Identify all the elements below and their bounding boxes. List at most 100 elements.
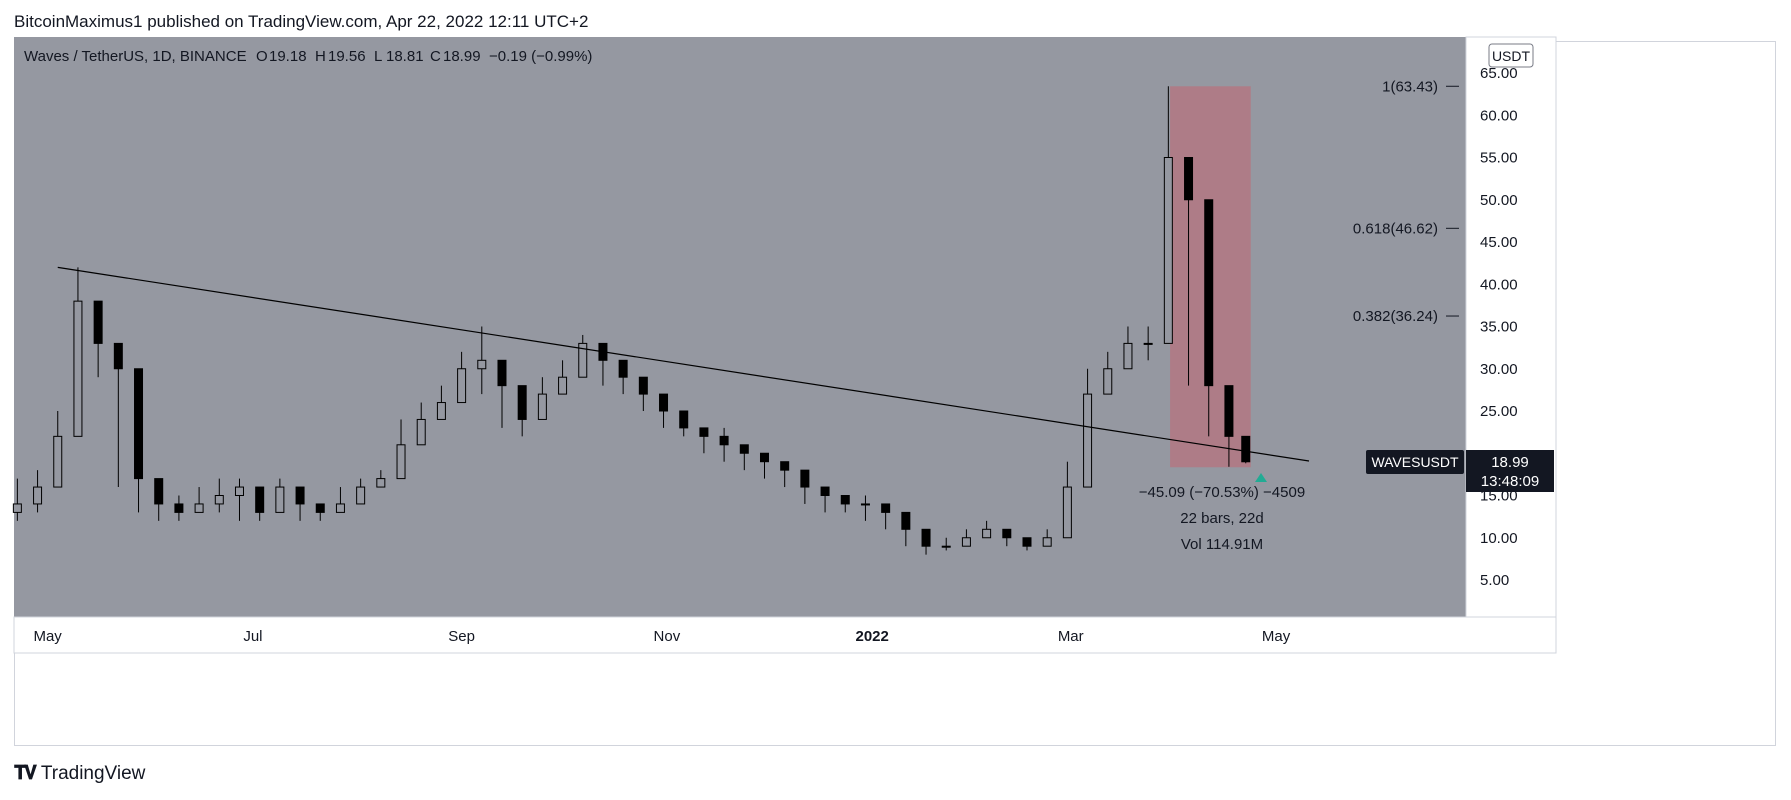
candle-body (739, 444, 749, 454)
candle-body (1103, 368, 1113, 395)
price-tick-label: 25.00 (1480, 403, 1518, 420)
candle-body (1163, 157, 1173, 344)
candle-body (699, 427, 709, 437)
candle-body (416, 418, 426, 446)
candle-body (901, 511, 911, 530)
fib-label: 0.382(36.24) (1353, 308, 1438, 325)
candle-body (1022, 537, 1032, 547)
candle-body (517, 385, 527, 420)
candle-body (759, 452, 769, 463)
time-tick-label: May (1262, 628, 1291, 645)
measure-bars: 22 bars, 22d (1180, 510, 1263, 527)
candle-body (860, 503, 870, 506)
candle-body (295, 486, 305, 505)
candle-body (1123, 342, 1133, 370)
footer-brand: TradingView (40, 763, 146, 784)
candle-body (255, 486, 265, 513)
candle-body (497, 359, 507, 387)
tradingview-logo[interactable]: 𝐓𝐕 TradingView (14, 762, 145, 786)
legend-h-value: 19.56 (328, 48, 366, 65)
candle-body (315, 503, 325, 513)
candle-body (335, 503, 345, 513)
time-tick-label: Nov (654, 628, 681, 645)
candle-body (93, 300, 103, 344)
candle-body (800, 469, 810, 488)
price-tick-label: 30.00 (1480, 361, 1518, 378)
legend-o-label: O (256, 48, 268, 65)
candle-body (881, 503, 891, 513)
symbol-tag-box (1366, 450, 1464, 474)
price-tag-box (1466, 450, 1554, 492)
candle-body (1002, 528, 1012, 539)
fib-layer: 1(63.43) 0.618(46.62) 0.382(36.24) (1353, 78, 1459, 325)
candle-body (73, 300, 83, 437)
candle-body (558, 376, 568, 395)
candle-body (396, 444, 406, 480)
candle-body (618, 359, 628, 378)
legend-o-value: 19.18 (269, 48, 307, 65)
legend-l-value: 18.81 (386, 48, 424, 65)
measure-volume: Vol 114.91M (1181, 536, 1263, 553)
legend-change: −0.19 (−0.99%) (489, 48, 592, 65)
tradingview-logo-icon: 𝐓𝐕 (14, 763, 37, 784)
candle-body (234, 486, 244, 496)
time-axis[interactable] (13, 616, 1557, 654)
candle-body (33, 486, 43, 505)
publisher-line: BitcoinMaximus1 published on TradingView… (14, 12, 589, 31)
candle-body (719, 435, 729, 446)
candle-body (840, 495, 850, 505)
legend-symbol[interactable]: Waves / TetherUS, 1D, BINANCE (24, 48, 247, 65)
candle-body (1062, 486, 1072, 539)
legend-h-label: H (315, 48, 326, 65)
time-tick-label: May (33, 628, 62, 645)
candle-body (820, 486, 830, 496)
candle-body (982, 528, 992, 539)
price-tag-countdown: 13:48:09 (1481, 473, 1539, 490)
currency-badge-box[interactable] (1488, 43, 1534, 68)
candle-body (134, 368, 144, 480)
symbol-tag: WAVESUSDT (1371, 454, 1459, 470)
price-axis[interactable] (1465, 36, 1557, 618)
price-tick-label: 35.00 (1480, 319, 1518, 336)
candle-body (1143, 342, 1153, 345)
candle-body (659, 393, 669, 412)
time-tick-label: Jul (243, 628, 262, 645)
candle-body (12, 503, 22, 513)
price-tick-label: 50.00 (1480, 192, 1518, 209)
candle-body (174, 503, 184, 513)
candle-body (780, 461, 790, 471)
price-tag-value: 18.99 (1491, 454, 1529, 471)
candle-body (1204, 199, 1214, 387)
candle-body (194, 503, 204, 513)
fib-label: 1(63.43) (1382, 78, 1438, 95)
candle-body (638, 376, 648, 395)
candle-body (578, 342, 588, 378)
plot-background (14, 37, 1466, 617)
candle-body (436, 402, 446, 420)
candle-body (961, 537, 971, 547)
fib-label: 0.618(46.62) (1353, 220, 1438, 237)
price-tick-label: 55.00 (1480, 150, 1518, 167)
candle-body (1184, 157, 1194, 201)
legend-c-label: C (430, 48, 441, 65)
candle-body (1241, 435, 1251, 463)
candles-group (12, 86, 1251, 555)
price-ticks: 5.0010.0015.0025.0030.0035.0040.0045.005… (1480, 65, 1518, 589)
legend-l-label: L (374, 48, 382, 65)
candle-body (376, 478, 386, 488)
candle-body (679, 410, 689, 429)
candle-body (941, 545, 951, 548)
price-tick-label: 10.00 (1480, 530, 1518, 547)
price-tick-label: 45.00 (1480, 234, 1518, 251)
trend-layer (57, 266, 1310, 462)
time-tick-label: 2022 (855, 628, 888, 645)
candle-body (537, 393, 547, 420)
measure-change: −45.09 (−70.53%) −4509 (1139, 484, 1305, 501)
candle-body (53, 435, 63, 488)
currency-badge[interactable]: USDT (1492, 48, 1531, 64)
candle-body (154, 478, 164, 505)
candle-body (356, 486, 366, 505)
price-tick-label: 65.00 (1480, 65, 1518, 82)
price-tick-label: 5.00 (1480, 572, 1509, 589)
